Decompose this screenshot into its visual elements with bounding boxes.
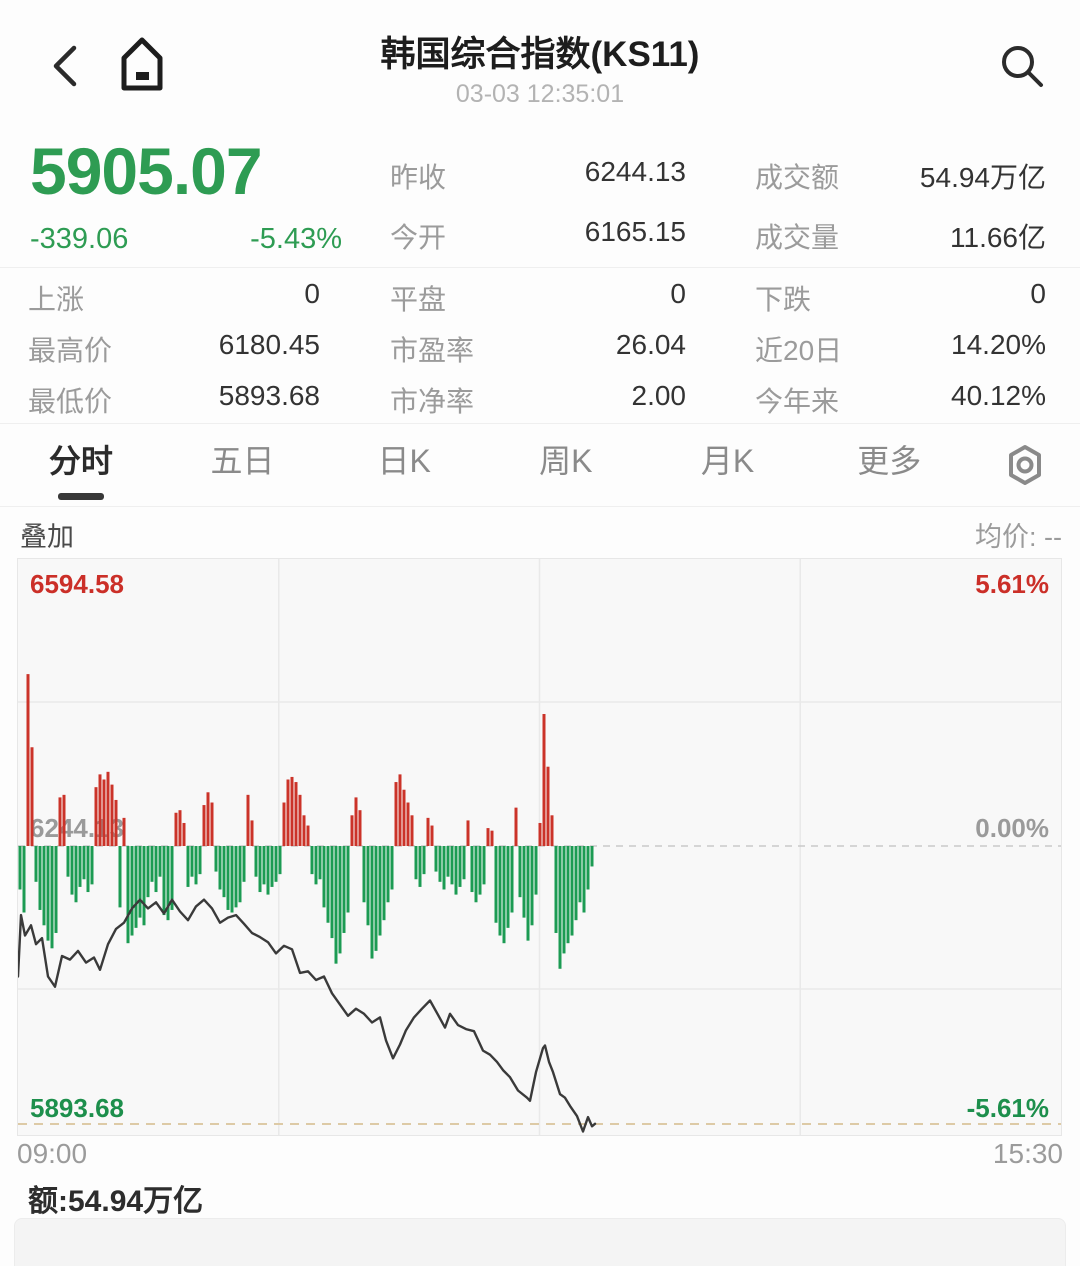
axis-label-low-pct: -5.61% xyxy=(966,1093,1049,1123)
overlay-toggle[interactable]: 叠加 xyxy=(20,522,74,552)
stat-day-low: 最低价 5893.68 xyxy=(28,379,320,417)
stats-grid: 上涨 0 平盘 0 下跌 0 最高价 6180.45 市盈率 26.04 近20日 14.2… xyxy=(28,272,1046,425)
stat-unchanged: 平盘 0 xyxy=(390,277,686,315)
stat-open: 今开 6165.15 xyxy=(390,216,686,253)
quote-block: 5905.07 -339.06 -5.43% xyxy=(30,133,370,256)
stat-prev-close: 昨收 6244.13 xyxy=(390,156,686,193)
divider xyxy=(0,506,1080,507)
minute-chart[interactable]: 6594.58 5.61% 6244.13 0.00% 5893.68 -5.6… xyxy=(17,558,1062,1136)
stat-pe: 市盈率 26.04 xyxy=(390,328,686,366)
back-button[interactable] xyxy=(48,42,82,90)
time-axis-end: 15:30 xyxy=(992,1138,1063,1169)
stat-decliners: 下跌 0 xyxy=(755,277,1046,315)
tab-monthly-k[interactable]: 月K xyxy=(700,443,755,479)
minute-chart-canvas xyxy=(18,559,1061,1135)
tab-daily-k[interactable]: 日K xyxy=(377,443,431,479)
time-axis-start: 09:00 xyxy=(17,1138,88,1169)
chart-tabs: 分时 五日 日K 周K 月K 更多 xyxy=(0,424,1080,506)
stat-ytd: 今年来 40.12% xyxy=(755,379,1046,417)
tab-more[interactable]: 更多 xyxy=(857,443,922,479)
quote-timestamp: 03-03 12:35:01 xyxy=(455,80,625,108)
stat-day-high: 最高价 6180.45 xyxy=(28,328,320,366)
tab-5day[interactable]: 五日 xyxy=(210,443,275,479)
page-title: 韩国综合指数(KS11) xyxy=(380,35,700,74)
volume-subchart-panel[interactable] xyxy=(14,1218,1066,1266)
divider xyxy=(0,267,1080,268)
current-price: 5905.07 xyxy=(30,134,263,208)
home-icon xyxy=(121,37,163,91)
average-price-readout: 均价: -- xyxy=(975,522,1062,552)
axis-label-high-pct: 5.61% xyxy=(975,569,1049,599)
tab-weekly-k[interactable]: 周K xyxy=(539,443,593,479)
axis-label-low-price: 5893.68 xyxy=(30,1093,124,1123)
stat-pb: 市净率 2.00 xyxy=(390,379,686,417)
settings-nut-icon xyxy=(1009,445,1042,485)
overlay-row: 叠加 均价: -- xyxy=(0,507,1080,557)
turnover-readout: 额:54.94万亿 xyxy=(28,1185,204,1218)
stat-turnover: 成交额 54.94万亿 xyxy=(755,162,1046,193)
header: 韩国综合指数(KS11) 03-03 12:35:01 xyxy=(0,0,1080,128)
axis-label-high-price: 6594.58 xyxy=(30,569,124,599)
back-chevron-icon xyxy=(53,45,77,87)
axis-label-zero-pct: 0.00% xyxy=(975,813,1049,843)
price-change-pct: -5.43% xyxy=(250,223,342,255)
stat-volume: 成交量 11.66亿 xyxy=(755,222,1046,253)
chart-settings-button[interactable] xyxy=(970,443,1080,487)
search-button[interactable] xyxy=(998,42,1046,90)
stat-advancers: 上涨 0 xyxy=(28,277,320,315)
summary-grid: 昨收 6244.13 成交额 54.94万亿 今开 6165.15 成交量 11… xyxy=(390,146,1046,266)
tab-minute[interactable]: 分时 xyxy=(0,424,162,506)
time-axis: 09:00 15:30 xyxy=(17,1138,1063,1170)
active-tab-underline xyxy=(57,493,104,500)
stat-20d: 近20日 14.20% xyxy=(755,328,1046,366)
divider xyxy=(0,423,1080,424)
search-icon xyxy=(1002,46,1043,87)
home-button[interactable] xyxy=(112,34,172,96)
price-change: -339.06 xyxy=(30,223,129,255)
